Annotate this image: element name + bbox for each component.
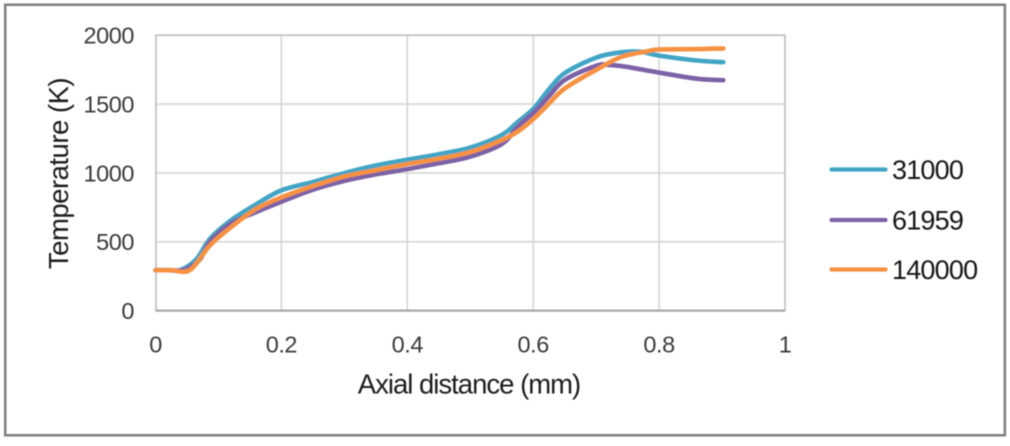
svg-text:140000: 140000 xyxy=(892,255,977,285)
svg-text:0.4: 0.4 xyxy=(392,331,424,357)
svg-text:61959: 61959 xyxy=(892,206,963,236)
svg-text:0.6: 0.6 xyxy=(518,331,550,357)
svg-text:1: 1 xyxy=(779,331,792,357)
svg-text:1500: 1500 xyxy=(84,92,135,118)
svg-text:Axial distance (mm): Axial distance (mm) xyxy=(358,369,580,400)
svg-text:31000: 31000 xyxy=(892,155,963,185)
svg-text:0: 0 xyxy=(121,298,134,324)
svg-text:0.2: 0.2 xyxy=(266,331,297,357)
svg-text:1000: 1000 xyxy=(84,160,135,186)
svg-text:Temperature (K): Temperature (K) xyxy=(43,78,74,269)
svg-text:500: 500 xyxy=(96,229,134,255)
svg-text:2000: 2000 xyxy=(84,23,135,49)
svg-text:0.8: 0.8 xyxy=(643,331,675,357)
svg-text:0: 0 xyxy=(149,331,162,357)
